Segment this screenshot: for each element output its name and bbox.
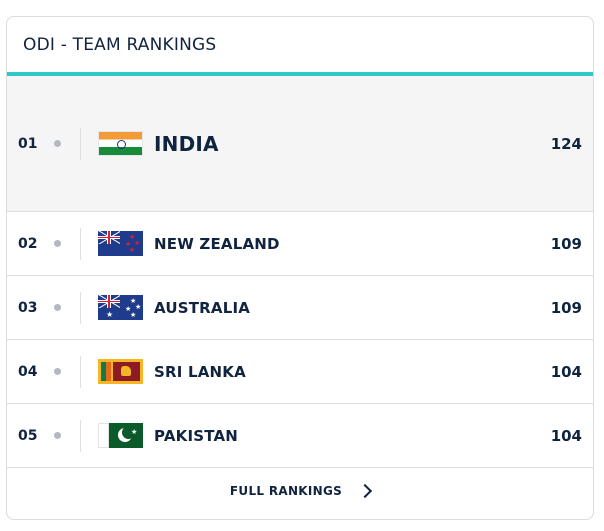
full-rankings-link[interactable]: FULL RANKINGS: [229, 483, 373, 499]
india-flag-icon: [98, 131, 143, 156]
ranking-row-5[interactable]: 05 ★ PAKISTAN 104: [7, 404, 593, 468]
divider: [80, 355, 81, 388]
rank-number: 02: [18, 235, 38, 252]
chevron-right-icon: [358, 483, 373, 499]
ranking-row-2[interactable]: 02 ★ ★ ★ ★ NEW ZEALAND 109: [7, 212, 593, 276]
divider: [80, 291, 81, 324]
full-rankings-label: FULL RANKINGS: [229, 484, 343, 498]
team-points: 109: [550, 234, 582, 253]
team-name: PAKISTAN: [154, 426, 239, 445]
new-zealand-flag-icon: ★ ★ ★ ★: [98, 231, 143, 256]
team-points: 104: [550, 426, 582, 445]
australia-flag-icon: ★ ★ ★ ★ ★: [98, 295, 143, 320]
team-points: 109: [550, 298, 582, 317]
dot-icon: [54, 304, 61, 311]
ranking-row-1[interactable]: 01 INDIA 124: [7, 76, 593, 212]
card-header: ODI - TEAM RANKINGS: [7, 17, 593, 76]
dot-icon: [54, 432, 61, 439]
card-footer: FULL RANKINGS: [7, 468, 593, 514]
sri-lanka-flag-icon: [98, 359, 143, 384]
rankings-card: ODI - TEAM RANKINGS 01 INDIA 124 02 ★ ★ …: [6, 16, 594, 520]
rank-number: 05: [18, 427, 38, 444]
divider: [80, 419, 81, 452]
dot-icon: [54, 140, 61, 147]
rank-number: 03: [18, 299, 38, 316]
team-name: NEW ZEALAND: [154, 234, 280, 253]
ranking-row-4[interactable]: 04 SRI LANKA 104: [7, 340, 593, 404]
divider: [80, 127, 81, 160]
ranking-row-3[interactable]: 03 ★ ★ ★ ★ ★ AUSTRALIA 109: [7, 276, 593, 340]
divider: [80, 227, 81, 260]
team-name: SRI LANKA: [154, 362, 246, 381]
rank-number: 04: [18, 363, 38, 380]
team-points: 104: [550, 362, 582, 381]
team-points: 124: [550, 134, 582, 153]
team-name: INDIA: [154, 131, 219, 156]
rank-number: 01: [18, 135, 38, 152]
team-name: AUSTRALIA: [154, 298, 251, 317]
dot-icon: [54, 240, 61, 247]
pakistan-flag-icon: ★: [98, 423, 143, 448]
dot-icon: [54, 368, 61, 375]
card-title: ODI - TEAM RANKINGS: [23, 34, 217, 55]
